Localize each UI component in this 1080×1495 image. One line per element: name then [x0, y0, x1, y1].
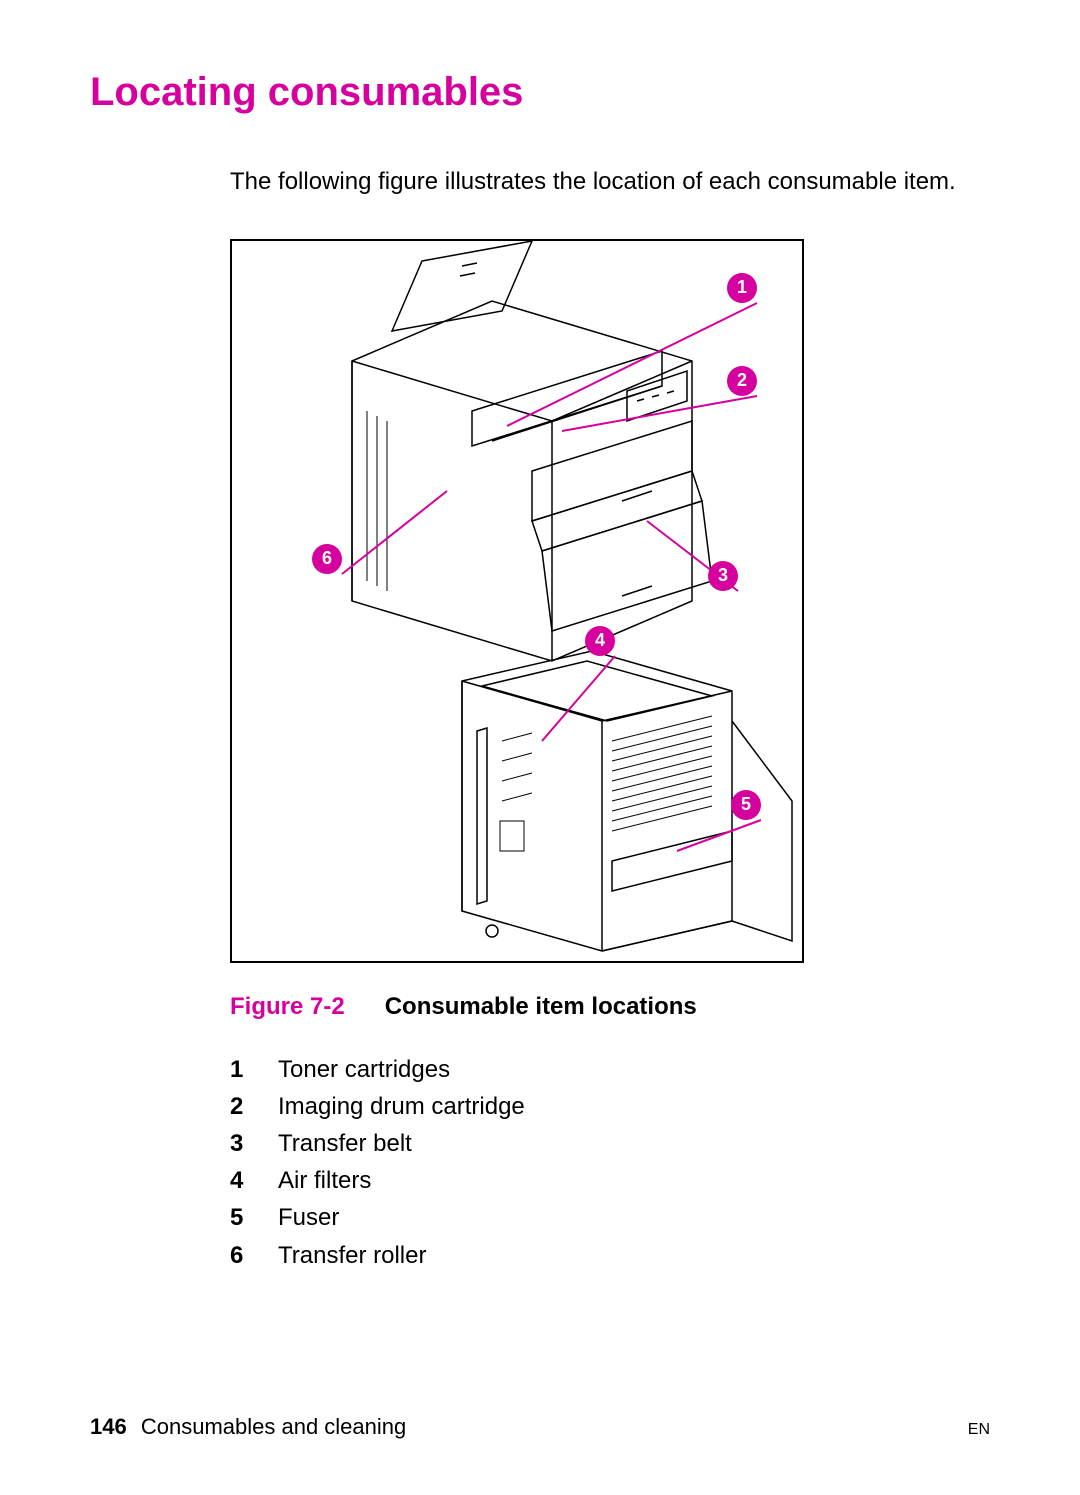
legend-row: 1 Toner cartridges — [230, 1051, 990, 1088]
figure-legend: 1 Toner cartridges 2 Imaging drum cartridge… — [230, 1051, 990, 1274]
legend-label: Transfer belt — [278, 1125, 412, 1162]
legend-label: Air filters — [278, 1162, 371, 1199]
page-footer: 146 Consumables and cleaning EN — [90, 1414, 990, 1440]
page: Locating consumables The following figur… — [0, 0, 1080, 1495]
content-indent: The following figure illustrates the loc… — [230, 165, 990, 1274]
legend-label: Imaging drum cartridge — [278, 1088, 525, 1125]
legend-number: 6 — [230, 1237, 250, 1274]
printer-illustration — [232, 241, 802, 961]
legend-number: 2 — [230, 1088, 250, 1125]
callout-badge-2: 2 — [727, 366, 757, 396]
legend-row: 4 Air filters — [230, 1162, 990, 1199]
callout-badge-6: 6 — [312, 544, 342, 574]
callout-badge-1: 1 — [727, 273, 757, 303]
footer-left: 146 Consumables and cleaning — [90, 1414, 406, 1440]
legend-number: 4 — [230, 1162, 250, 1199]
figure-caption-title: Consumable item locations — [385, 993, 697, 1021]
legend-row: 5 Fuser — [230, 1199, 990, 1236]
legend-label: Fuser — [278, 1199, 339, 1236]
figure-caption: Figure 7-2 Consumable item locations — [230, 993, 990, 1021]
legend-label: Toner cartridges — [278, 1051, 450, 1088]
legend-number: 1 — [230, 1051, 250, 1088]
page-title: Locating consumables — [90, 70, 990, 115]
figure-caption-label: Figure 7-2 — [230, 993, 345, 1021]
legend-label: Transfer roller — [278, 1237, 426, 1274]
legend-row: 6 Transfer roller — [230, 1237, 990, 1274]
intro-text: The following figure illustrates the loc… — [230, 165, 990, 199]
footer-lang: EN — [968, 1421, 990, 1439]
page-number: 146 — [90, 1414, 127, 1439]
legend-row: 3 Transfer belt — [230, 1125, 990, 1162]
section-title: Consumables and cleaning — [141, 1414, 406, 1439]
legend-row: 2 Imaging drum cartridge — [230, 1088, 990, 1125]
legend-number: 5 — [230, 1199, 250, 1236]
legend-number: 3 — [230, 1125, 250, 1162]
figure-diagram: 1 2 3 4 5 6 — [230, 239, 804, 963]
callout-badge-5: 5 — [731, 790, 761, 820]
callout-badge-3: 3 — [708, 561, 738, 591]
callout-badge-4: 4 — [585, 626, 615, 656]
